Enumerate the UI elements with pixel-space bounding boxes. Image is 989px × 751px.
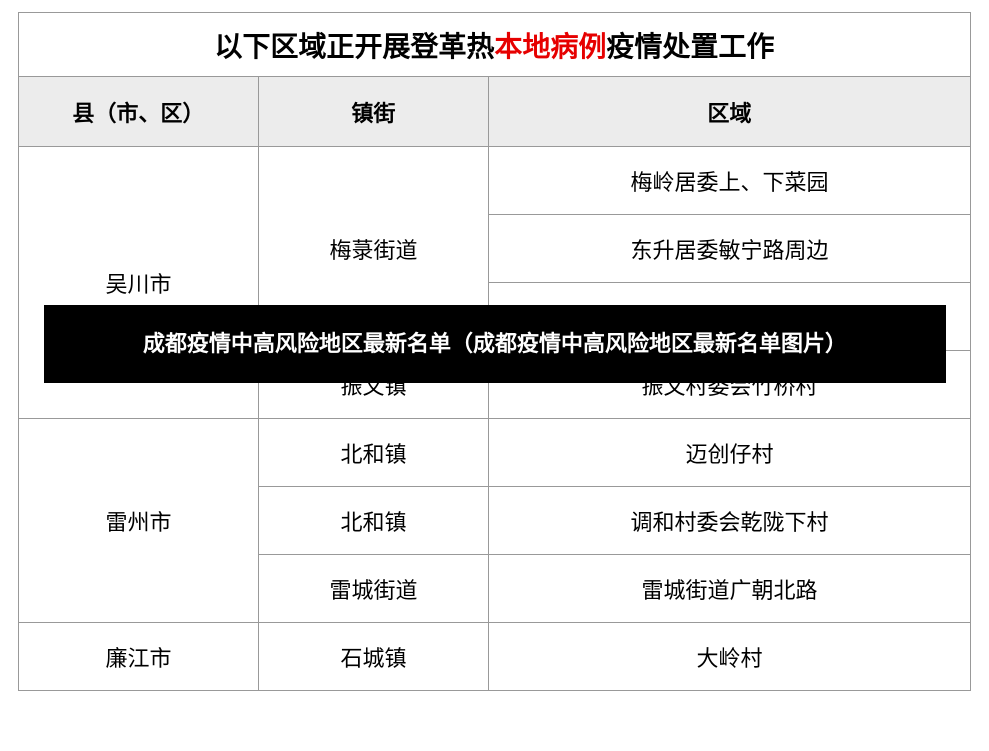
col-header-county: 县（市、区） xyxy=(19,77,259,147)
title-prefix: 以下区域正开展登革热 xyxy=(214,31,494,62)
county-cell: 廉江市 xyxy=(19,623,259,691)
area-cell: 雷城街道广朝北路 xyxy=(489,555,971,623)
col-header-town: 镇街 xyxy=(259,77,489,147)
title-suffix: 疫情处置工作 xyxy=(607,31,775,62)
overlay-text: 成都疫情中高风险地区最新名单（成都疫情中高风险地区最新名单图片） xyxy=(143,329,847,359)
col-header-area: 区域 xyxy=(489,77,971,147)
town-cell: 北和镇 xyxy=(259,487,489,555)
area-cell: 迈创仔村 xyxy=(489,419,971,487)
table-row: 吴川市 梅菉街道 梅岭居委上、下菜园 xyxy=(19,147,971,215)
title-row: 以下区域正开展登革热本地病例疫情处置工作 xyxy=(19,13,971,77)
table-title: 以下区域正开展登革热本地病例疫情处置工作 xyxy=(19,13,971,77)
title-highlight: 本地病例 xyxy=(494,31,606,62)
table-row: 雷州市 北和镇 迈创仔村 xyxy=(19,419,971,487)
town-cell: 北和镇 xyxy=(259,419,489,487)
area-cell: 调和村委会乾陇下村 xyxy=(489,487,971,555)
overlay-banner: 成都疫情中高风险地区最新名单（成都疫情中高风险地区最新名单图片） xyxy=(44,305,946,383)
table-row: 廉江市 石城镇 大岭村 xyxy=(19,623,971,691)
area-cell: 大岭村 xyxy=(489,623,971,691)
town-cell: 雷城街道 xyxy=(259,555,489,623)
area-cell: 东升居委敏宁路周边 xyxy=(489,215,971,283)
town-cell: 石城镇 xyxy=(259,623,489,691)
header-row: 县（市、区） 镇街 区域 xyxy=(19,77,971,147)
county-cell: 雷州市 xyxy=(19,419,259,623)
area-cell: 梅岭居委上、下菜园 xyxy=(489,147,971,215)
